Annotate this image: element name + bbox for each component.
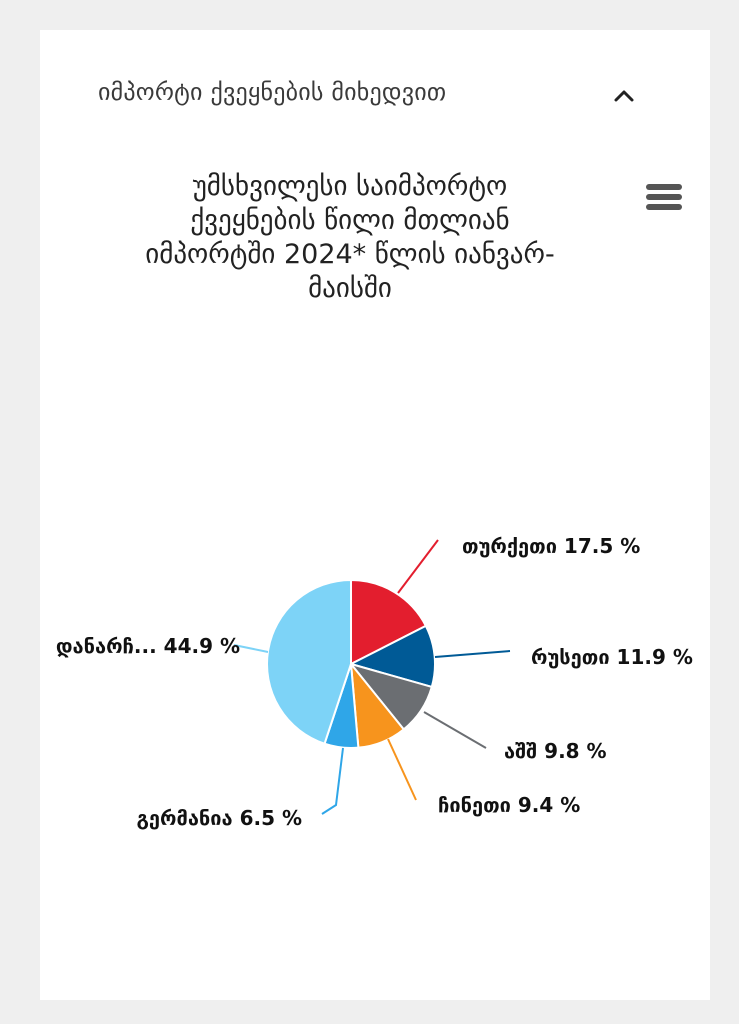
- connector-line: [233, 644, 269, 653]
- data-label: თურქეთი 17.5 %: [462, 534, 640, 558]
- pie-slice[interactable]: [350, 578, 428, 666]
- chart-title-line: უმსხვილესი საიმპორტო: [192, 171, 508, 202]
- pie-slice[interactable]: [266, 578, 352, 745]
- chart-title-line: მაისში: [308, 273, 392, 304]
- chart-title-line: ქვეყნების წილი მთლიან: [190, 205, 510, 236]
- data-label: დანარჩ... 44.9 %: [56, 634, 240, 658]
- connector-line: [321, 747, 344, 815]
- connector-line: [423, 711, 487, 749]
- connector-line: [434, 650, 511, 658]
- chart-card: იმპორტი ქვეყნების მიხედვით უმსხვილესი სა…: [40, 30, 710, 1000]
- chart-title: უმსხვილესი საიმპორტო ქვეყნების წილი მთლი…: [110, 170, 590, 306]
- chart-menu-icon[interactable]: [644, 184, 684, 218]
- data-label: ჩინეთი 9.4 %: [438, 793, 580, 817]
- connector-line: [397, 539, 439, 594]
- data-label: რუსეთი 11.9 %: [531, 645, 693, 669]
- chart-title-line: იმპორტში 2024* წლის იანვარ-: [145, 239, 555, 270]
- chevron-up-icon[interactable]: [610, 82, 638, 110]
- data-label: გერმანია 6.5 %: [136, 806, 302, 830]
- data-label: აშშ 9.8 %: [504, 739, 607, 763]
- pie-slice[interactable]: [348, 624, 436, 689]
- connector-line: [387, 738, 417, 801]
- accordion-title[interactable]: იმპორტი ქვეყნების მიხედვით: [98, 78, 447, 106]
